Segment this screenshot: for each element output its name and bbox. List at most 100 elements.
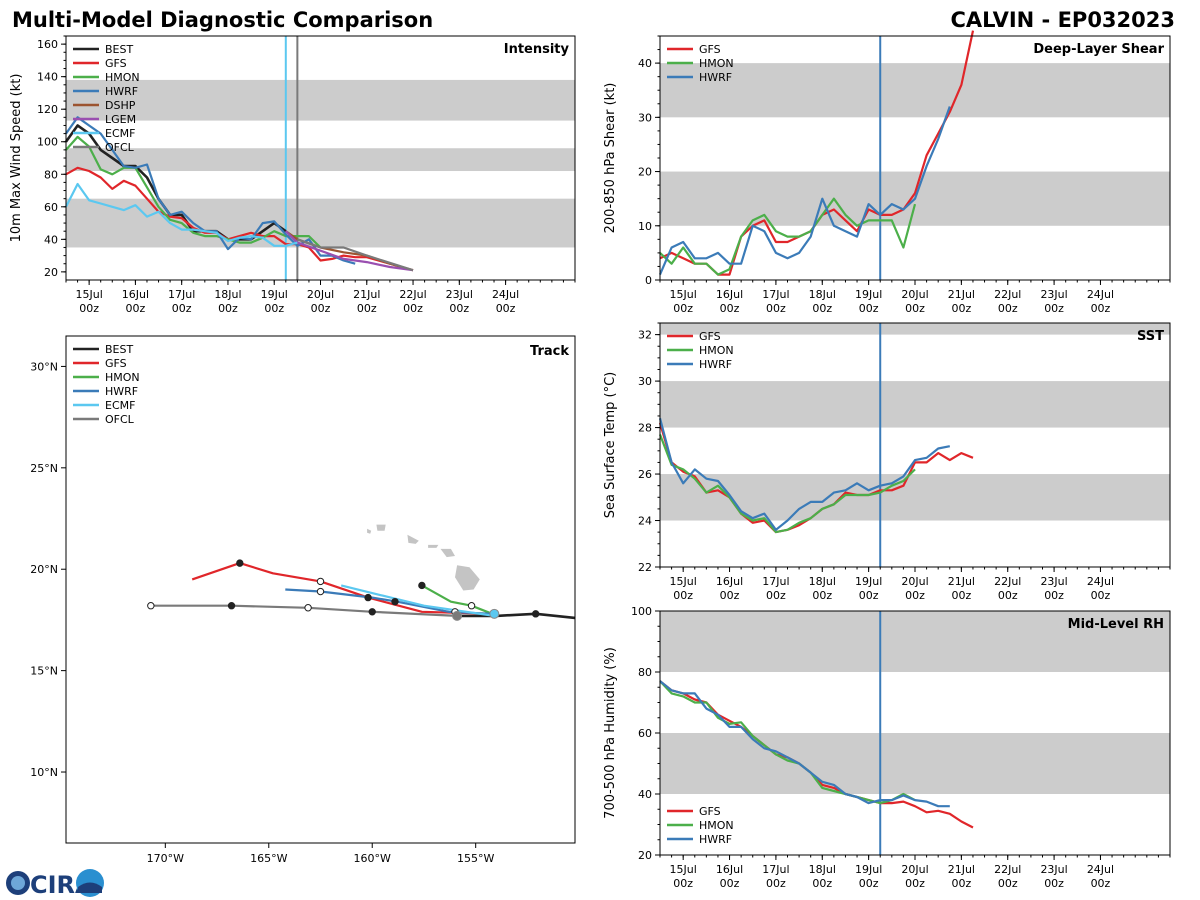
intensity-legend-label-ofcl: OFCL <box>105 141 135 154</box>
track-marker-ofcl <box>452 610 463 621</box>
track-marker-ofcl <box>368 608 376 616</box>
rh-x-tick-sub: 00z <box>720 877 740 890</box>
intensity-band <box>66 198 575 248</box>
intensity-y-tick-label: 100 <box>37 136 58 149</box>
shear-chart: 15Jul00z16Jul00z17Jul00z18Jul00z19Jul00z… <box>603 30 1171 315</box>
intensity-x-tick-label: 15Jul <box>75 288 102 301</box>
intensity-x-tick-label: 23Jul <box>446 288 473 301</box>
intensity-y-axis-label: 10m Max Wind Speed (kt) <box>9 74 24 243</box>
sst-series-hwrf <box>658 418 951 531</box>
intensity-x-tick-sub: 00z <box>126 302 146 315</box>
rh-x-tick-label: 16Jul <box>716 863 743 876</box>
island-niihau <box>367 528 372 534</box>
shear-panel-title: Deep-Layer Shear <box>1033 42 1164 57</box>
sst-y-tick-label: 22 <box>638 561 652 574</box>
shear-x-tick-sub: 00z <box>812 302 832 315</box>
rh-x-tick-label: 20Jul <box>901 863 928 876</box>
shear-x-tick-label: 20Jul <box>901 288 928 301</box>
shear-y-axis-label: 200-850 hPa Shear (kt) <box>603 83 618 234</box>
track-y-tick-label: 15°N <box>30 665 58 678</box>
intensity-legend-label-hmon: HMON <box>105 71 140 84</box>
rh-panel-title: Mid-Level RH <box>1068 617 1164 632</box>
rh-x-tick-sub: 00z <box>905 877 925 890</box>
intensity-x-tick-sub: 00z <box>264 302 284 315</box>
island-oahu <box>407 534 419 544</box>
track-marker-gfs <box>364 593 372 602</box>
track-y-tick-label: 25°N <box>30 462 58 475</box>
intensity-series-hmon <box>65 135 322 249</box>
intensity-series-ofcl <box>297 238 414 272</box>
rh-y-tick-label: 100 <box>631 605 652 618</box>
track-y-tick-label: 30°N <box>30 360 58 373</box>
rh-legend-label-gfs: GFS <box>699 805 721 818</box>
shear-series-hwrf <box>658 106 951 276</box>
sst-series-hmon <box>658 434 916 534</box>
sst-panel-title: SST <box>1137 329 1164 344</box>
intensity-x-tick-sub: 00z <box>218 302 238 315</box>
intensity-y-tick-label: 140 <box>37 71 58 84</box>
sst-x-tick-sub: 00z <box>1044 589 1064 602</box>
rh-x-tick-sub: 00z <box>673 877 693 890</box>
track-legend-label-hmon: HMON <box>105 371 140 384</box>
sst-y-tick-label: 26 <box>638 468 652 481</box>
shear-x-tick-label: 15Jul <box>670 288 697 301</box>
sst-x-tick-label: 19Jul <box>855 575 882 588</box>
rh-y-tick-label: 20 <box>638 849 652 862</box>
intensity-x-tick-label: 16Jul <box>122 288 149 301</box>
shear-y-tick-label: 40 <box>638 57 652 70</box>
sst-chart: 15Jul00z16Jul00z17Jul00z18Jul00z19Jul00z… <box>603 322 1171 602</box>
rh-legend-label-hwrf: HWRF <box>699 833 732 846</box>
track-series-ecmf <box>340 584 495 617</box>
shear-x-tick-sub: 00z <box>1044 302 1064 315</box>
sst-x-tick-label: 23Jul <box>1040 575 1067 588</box>
track-x-tick-label: 165°W <box>250 852 287 865</box>
shear-legend-label-hmon: HMON <box>699 57 734 70</box>
intensity-x-tick-label: 17Jul <box>168 288 195 301</box>
intensity-x-tick-sub: 00z <box>449 302 469 315</box>
rh-x-tick-sub: 00z <box>766 877 786 890</box>
shear-x-tick-sub: 00z <box>766 302 786 315</box>
intensity-x-tick-label: 21Jul <box>353 288 380 301</box>
rh-x-tick-sub: 00z <box>859 877 879 890</box>
rh-chart: 15Jul00z16Jul00z17Jul00z18Jul00z19Jul00z… <box>603 605 1171 890</box>
intensity-band <box>66 79 575 121</box>
track-legend-label-ofcl: OFCL <box>105 413 135 426</box>
sst-x-tick-label: 20Jul <box>901 575 928 588</box>
rh-x-tick-label: 19Jul <box>855 863 882 876</box>
rh-x-tick-label: 18Jul <box>809 863 836 876</box>
sst-legend-label-hmon: HMON <box>699 344 734 357</box>
rh-x-tick-label: 17Jul <box>762 863 789 876</box>
intensity-panel-title: Intensity <box>504 42 570 57</box>
rh-x-tick-sub: 00z <box>1091 877 1111 890</box>
sst-y-tick-label: 32 <box>638 329 652 342</box>
intensity-series-ecmf <box>65 182 298 247</box>
sst-x-tick-label: 21Jul <box>948 575 975 588</box>
sst-x-tick-sub: 00z <box>998 589 1018 602</box>
track-legend-label-gfs: GFS <box>105 357 127 370</box>
track-series-hmon <box>421 584 493 615</box>
track-y-tick-label: 10°N <box>30 766 58 779</box>
track-x-tick-label: 160°W <box>354 852 391 865</box>
rh-x-tick-label: 23Jul <box>1040 863 1067 876</box>
sst-x-tick-sub: 00z <box>720 589 740 602</box>
rh-y-tick-label: 40 <box>638 788 652 801</box>
shear-x-tick-sub: 00z <box>1091 302 1111 315</box>
intensity-x-tick-label: 20Jul <box>307 288 334 301</box>
shear-y-tick-label: 30 <box>638 111 652 124</box>
rh-series-hwrf <box>659 680 950 808</box>
shear-x-tick-label: 22Jul <box>994 288 1021 301</box>
track-marker-ofcl <box>147 602 155 610</box>
island-molokai <box>428 544 439 548</box>
page-title: Multi-Model Diagnostic Comparison <box>12 8 433 32</box>
shear-x-tick-sub: 00z <box>673 302 693 315</box>
shear-series-hmon <box>659 197 917 276</box>
shear-x-tick-sub: 00z <box>998 302 1018 315</box>
intensity-x-tick-label: 22Jul <box>399 288 426 301</box>
sst-x-tick-label: 16Jul <box>716 575 743 588</box>
shear-x-tick-label: 16Jul <box>716 288 743 301</box>
track-frame <box>65 335 576 844</box>
shear-y-tick-label: 10 <box>638 220 652 233</box>
track-marker-hmon <box>467 602 476 610</box>
island-hawaii <box>455 565 480 591</box>
